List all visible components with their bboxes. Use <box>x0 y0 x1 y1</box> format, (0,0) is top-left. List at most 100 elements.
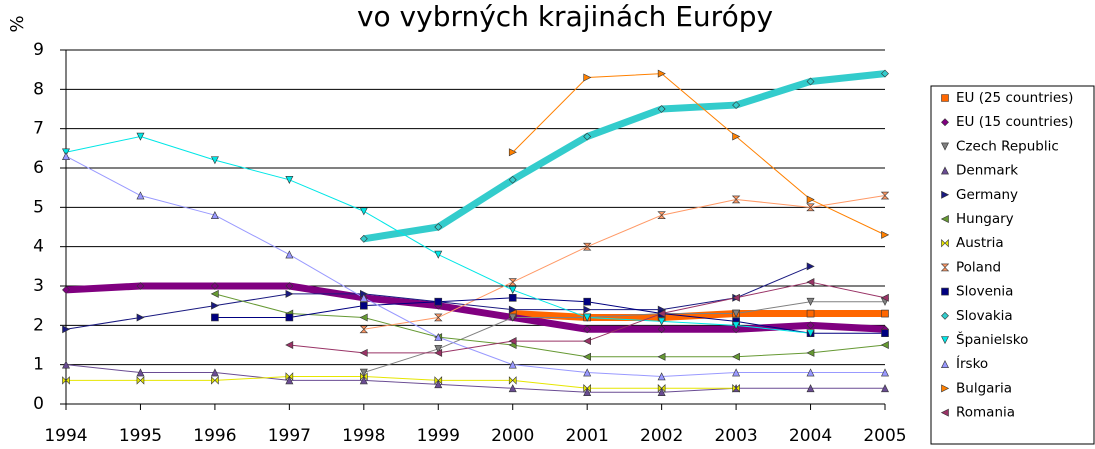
marker <box>508 376 517 385</box>
y-axis-label: % <box>7 15 28 32</box>
marker <box>881 329 889 338</box>
marker <box>136 313 145 322</box>
marker <box>285 376 294 385</box>
marker <box>583 388 592 397</box>
marker <box>508 360 517 369</box>
marker <box>359 234 368 243</box>
series-line <box>363 301 885 374</box>
legend-marker <box>941 311 949 320</box>
legend-label: Germany <box>956 187 1018 203</box>
marker <box>434 250 443 259</box>
marker <box>731 293 740 302</box>
legend-marker <box>940 215 949 223</box>
x-tick-label: 2002 <box>640 426 683 445</box>
marker <box>136 132 145 141</box>
legend-marker <box>940 408 949 417</box>
y-tick-label: 1 <box>33 355 44 375</box>
y-tick-label: 2 <box>33 315 44 335</box>
marker <box>62 325 71 334</box>
marker <box>583 352 591 361</box>
series-line <box>65 364 885 393</box>
marker <box>583 384 591 393</box>
marker <box>359 348 368 357</box>
x-tick-label: 2001 <box>566 426 609 445</box>
marker <box>582 242 592 251</box>
marker <box>359 293 368 302</box>
legend-marker <box>941 142 949 151</box>
marker <box>806 384 815 393</box>
marker <box>732 384 740 393</box>
x-tick-label: 2003 <box>714 426 757 445</box>
marker <box>285 282 294 290</box>
marker <box>657 69 666 78</box>
marker <box>434 332 443 341</box>
marker <box>136 191 145 200</box>
marker <box>360 301 368 310</box>
series-line <box>214 297 885 334</box>
marker <box>359 325 369 334</box>
x-tick-label: 2004 <box>789 426 832 445</box>
marker <box>732 101 741 109</box>
legend-box <box>930 85 1095 445</box>
x-tick-label: 2005 <box>863 426 906 445</box>
x-tick-label: 1994 <box>44 426 87 445</box>
marker <box>508 175 517 184</box>
marker <box>880 191 890 200</box>
marker <box>583 132 592 141</box>
marker <box>806 297 815 306</box>
marker <box>62 286 70 294</box>
legend-label: EU (15 countries) <box>956 114 1073 130</box>
marker <box>732 321 741 330</box>
marker <box>806 309 815 318</box>
marker <box>359 313 368 322</box>
legend-label: Poland <box>956 259 1001 275</box>
marker <box>731 195 741 204</box>
marker <box>285 250 294 259</box>
marker <box>136 368 145 377</box>
marker <box>285 289 294 298</box>
marker <box>732 132 741 141</box>
y-tick-label: 9 <box>33 40 44 60</box>
marker <box>880 341 889 349</box>
legend-label: EU (25 countries) <box>956 90 1073 106</box>
marker <box>583 305 592 314</box>
legend-marker <box>941 238 949 248</box>
x-tick-label: 1998 <box>342 426 385 445</box>
legend-marker <box>940 263 950 272</box>
marker <box>583 337 591 346</box>
marker <box>806 77 815 86</box>
marker <box>434 380 443 389</box>
marker <box>806 262 815 271</box>
legend-marker <box>941 166 949 175</box>
marker <box>285 176 294 184</box>
marker <box>806 321 815 330</box>
marker <box>508 337 517 346</box>
marker <box>62 152 70 160</box>
marker <box>359 368 368 377</box>
series-line <box>65 282 886 333</box>
legend-marker <box>941 287 949 296</box>
marker <box>732 368 741 377</box>
marker <box>657 372 666 381</box>
marker <box>583 313 592 322</box>
marker <box>211 301 220 310</box>
marker <box>211 313 219 322</box>
marker <box>583 325 592 334</box>
marker <box>136 376 145 385</box>
legend-label: Írsko <box>956 355 988 372</box>
legend-marker <box>941 336 949 345</box>
legend-label: Bulgaria <box>956 380 1012 396</box>
marker <box>285 372 294 381</box>
y-tick-label: 7 <box>33 119 44 139</box>
legend-label: Slovenia <box>956 284 1013 300</box>
x-tick-label: 1999 <box>417 426 460 445</box>
legend-marker <box>941 360 949 369</box>
marker <box>285 341 294 349</box>
series-line <box>512 73 886 236</box>
marker <box>210 156 219 165</box>
legend-marker <box>941 118 949 127</box>
marker <box>806 348 815 357</box>
marker <box>881 69 889 78</box>
marker <box>210 282 219 290</box>
